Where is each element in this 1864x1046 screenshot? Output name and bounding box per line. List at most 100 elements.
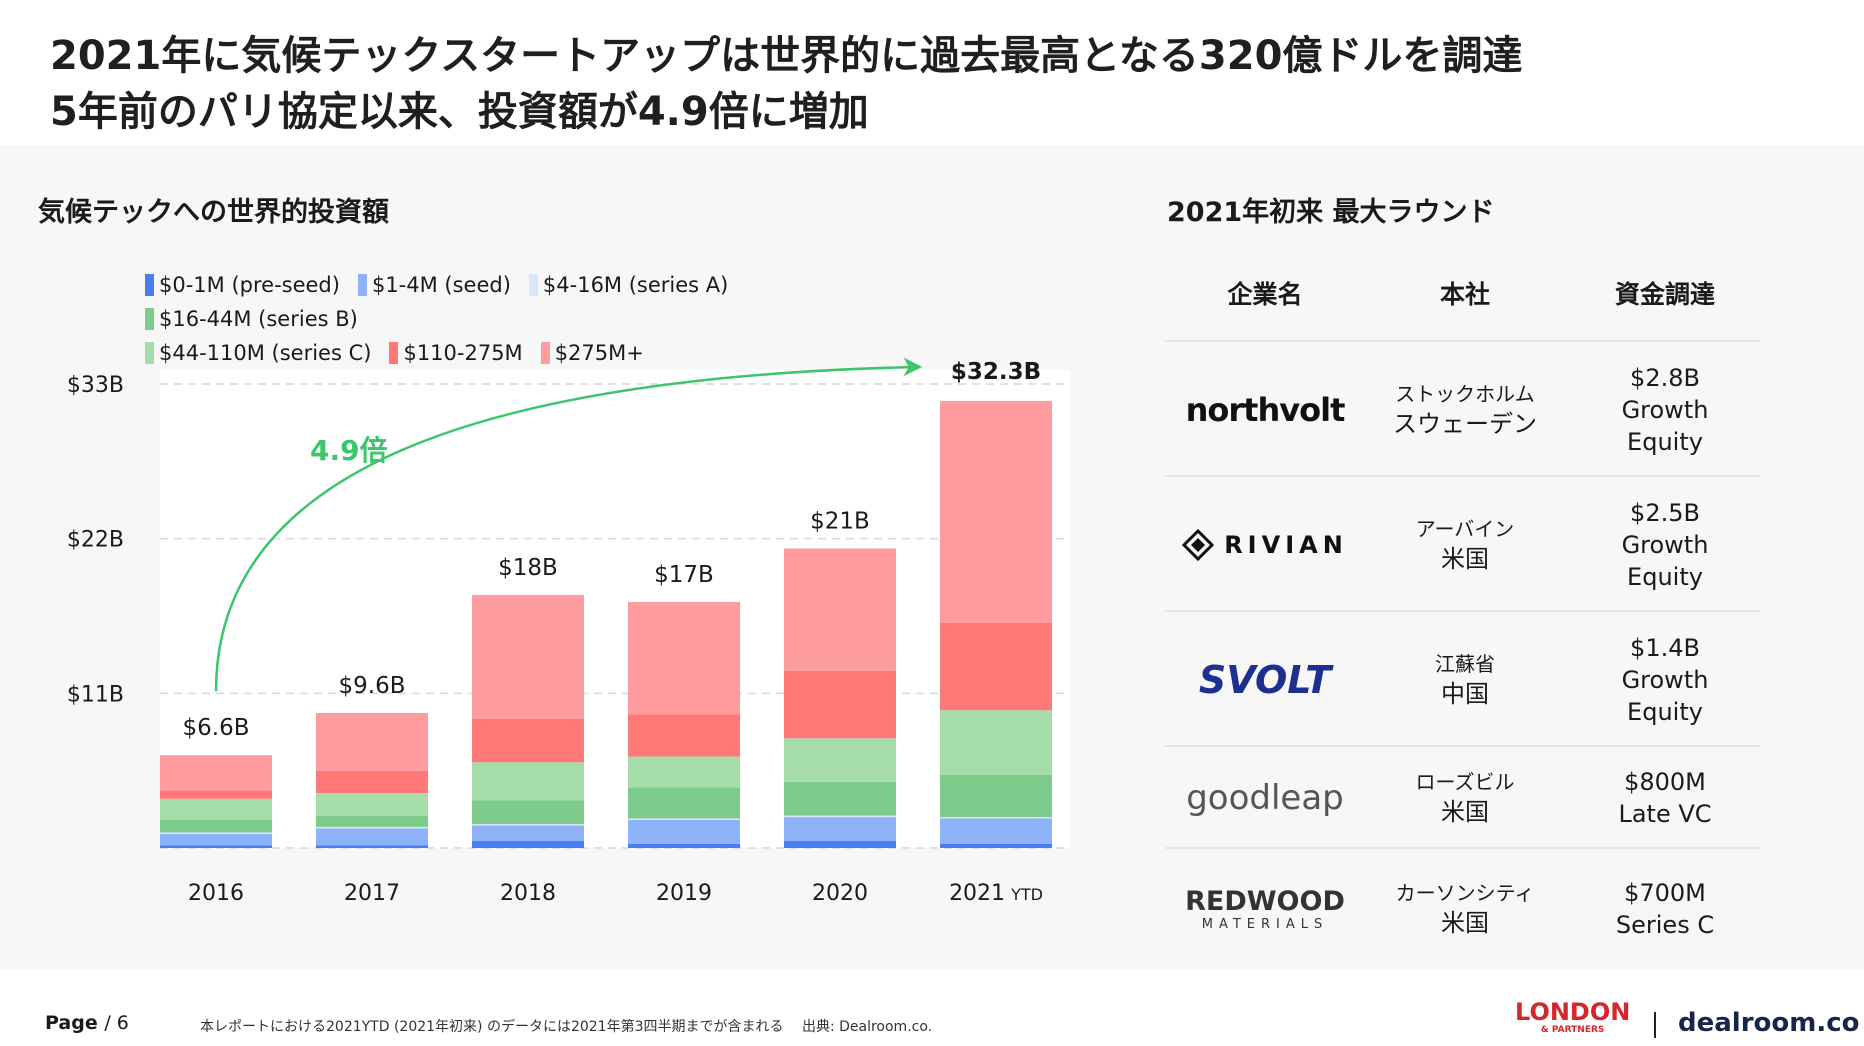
funding-cell: $2.5B Growth Equity — [1621, 498, 1709, 591]
bar-segment — [784, 840, 896, 848]
bar-segment — [472, 718, 584, 763]
legend-item: $275M+ — [540, 336, 644, 370]
bar-segment — [784, 548, 896, 671]
y-tick-label: $22B — [67, 528, 124, 553]
total-label: $18B — [498, 555, 558, 581]
bar-segment — [472, 825, 584, 841]
legend-label: $16-44M (series B) — [159, 307, 358, 331]
bar-segment — [316, 793, 428, 816]
hq-cell: 江蘇省 中国 — [1435, 651, 1495, 708]
bar-segment — [160, 819, 272, 833]
header-funding: 資金調達 — [1614, 280, 1715, 309]
bar-segment — [784, 815, 896, 818]
legend-label: $44-110M (series C) — [159, 341, 372, 365]
rounds-title: 2021年初来 最大ラウンド — [1167, 197, 1495, 228]
bar-segment — [316, 826, 428, 829]
bar-segment — [940, 843, 1052, 848]
table-row: northvolt ストックホルム スウェーデン $2.8B Growth Eq… — [1165, 340, 1760, 477]
legend-item: $4-16M (series A) — [528, 268, 729, 302]
page-indicator: Page / 6 — [45, 1012, 129, 1034]
hq-cell: カーソンシティ 米国 — [1395, 881, 1535, 937]
bar-segment — [784, 817, 896, 841]
legend-swatch — [528, 274, 538, 296]
total-label: $21B — [810, 509, 870, 535]
x-tick-label: 2017 — [344, 881, 400, 906]
table-row: RIVIAN アーバイン 米国 $2.5B Growth Equity — [1165, 475, 1760, 612]
legend-item: $16-44M (series B) — [145, 302, 358, 336]
bar-segment — [628, 818, 740, 820]
logo-rivian: RIVIAN — [1165, 477, 1365, 612]
bar-segment — [628, 714, 740, 757]
legend-swatch — [145, 274, 154, 296]
legend-swatch — [145, 308, 154, 330]
total-label: $32.3B — [951, 359, 1041, 385]
bar-segment — [316, 815, 428, 827]
y-tick-label: $33B — [67, 373, 124, 398]
bar-segment — [316, 713, 428, 771]
bar-segment — [472, 824, 584, 826]
bar-segment — [316, 845, 428, 848]
legend-swatch — [357, 274, 367, 296]
legend-item: $0-1M (pre-seed) — [145, 268, 340, 302]
growth-annotation: 4.9倍 — [310, 434, 388, 467]
page-title: 2021年に気候テックスタートアップは世界的に過去最高となる320億ドルを調達 … — [50, 28, 1522, 140]
bar-segment — [940, 774, 1052, 818]
legend-label: $4-16M (series A) — [542, 273, 729, 297]
logo-goodleap: goodleap — [1186, 778, 1344, 818]
bar-segment — [940, 710, 1052, 775]
x-tick-label: 2016 — [188, 881, 244, 906]
bar-segment — [628, 756, 740, 788]
footer-note: 本レポートにおける2021YTD (2021年初来) のデータには2021年第3… — [200, 1019, 933, 1035]
funding-cell: $800M Late VC — [1618, 768, 1712, 828]
bar-segment — [160, 832, 272, 834]
chart-legend: $0-1M (pre-seed) $1-4M (seed) $4-16M (seri… — [145, 268, 945, 370]
legend-swatch — [389, 342, 399, 364]
x-tick-label: 2019 — [656, 881, 712, 906]
y-tick-label: $11B — [67, 682, 124, 707]
bar-segment — [472, 840, 584, 848]
legend-swatch — [540, 342, 550, 364]
bar-segment — [628, 819, 740, 844]
table-row: goodleap ローズビル 米国 $800M Late VC — [1165, 745, 1760, 849]
bar-segment — [628, 787, 740, 819]
logo-svolt: SVOLT — [1198, 657, 1332, 702]
legend-label: $1-4M (seed) — [371, 273, 511, 297]
growth-arc — [214, 365, 921, 692]
legend-label: $110-275M — [403, 341, 523, 365]
hq-cell: アーバイン 米国 — [1415, 516, 1515, 573]
bar-segment — [160, 845, 272, 848]
bar-segment — [628, 601, 740, 715]
bar-segment — [784, 781, 896, 816]
legend-item: $1-4M (seed) — [357, 268, 511, 302]
bar-segment — [784, 670, 896, 739]
funding-cell: $700M Series C — [1615, 879, 1715, 939]
bar-segment — [160, 798, 272, 820]
bar-segment — [160, 790, 272, 799]
london-partners-logo: LONDON & PARTNERS — [1515, 998, 1631, 1035]
bar-segment — [940, 818, 1052, 844]
footer-divider — [1654, 1012, 1656, 1038]
x-tick-suffix: YTD — [1010, 885, 1043, 904]
x-tick-label: 2021 YTD — [949, 881, 1043, 906]
table-row: REDWOOD MATERIALS カーソンシティ 米国 $700M Serie… — [1165, 847, 1760, 969]
bar-segment — [316, 828, 428, 846]
total-label: $9.6B — [339, 673, 406, 699]
bar-segment — [160, 833, 272, 846]
funding-cell: $1.4B Growth Equity — [1621, 633, 1709, 726]
hq-cell: ローズビル 米国 — [1415, 770, 1515, 826]
legend-item: $44-110M (series C) — [145, 336, 371, 370]
legend-swatch — [145, 342, 154, 364]
bar-segment — [940, 623, 1052, 711]
logo-redwood: REDWOOD MATERIALS — [1185, 885, 1345, 932]
header-company: 企業名 — [1227, 280, 1303, 309]
hq-cell: ストックホルム スウェーデン — [1393, 381, 1537, 438]
table-row: SVOLT 江蘇省 中国 $1.4B Growth Equity — [1165, 610, 1760, 747]
bar-segment — [784, 738, 896, 782]
logo-northvolt: northvolt — [1185, 390, 1346, 429]
legend-label: $0-1M (pre-seed) — [159, 273, 340, 297]
plot-area — [160, 370, 1070, 848]
bar-segment — [472, 800, 584, 825]
title-line-2: 5年前のパリ協定以来、投資額が4.9倍に増加 — [50, 89, 869, 135]
legend-item: $110-275M — [389, 336, 523, 370]
